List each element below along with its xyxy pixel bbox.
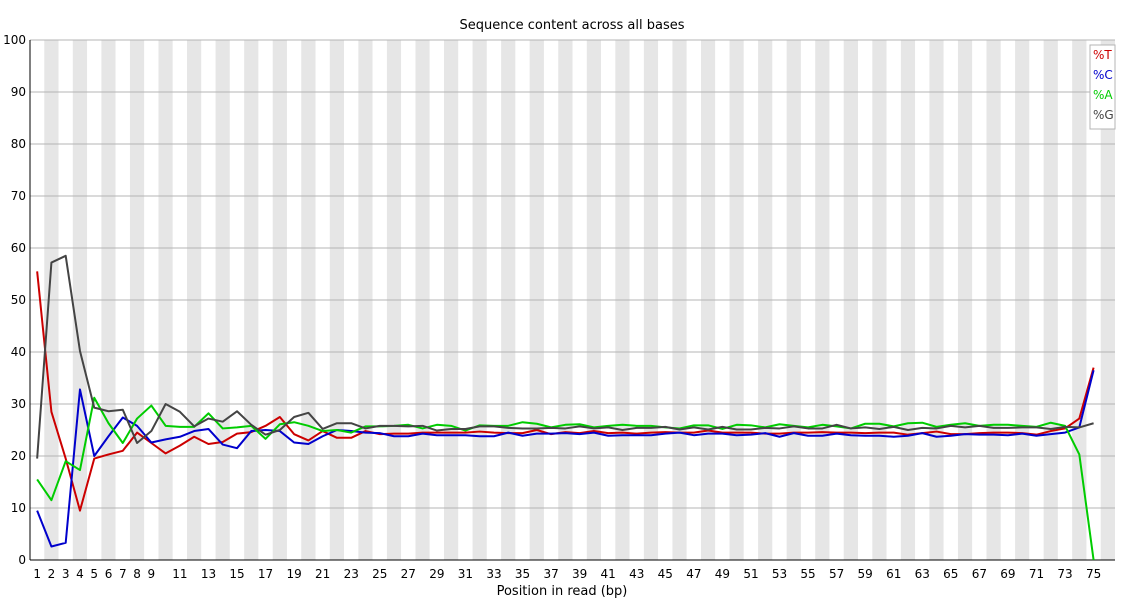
y-tick-label: 20 (11, 449, 26, 463)
x-tick-label: 75 (1086, 567, 1101, 581)
y-tick-label: 40 (11, 345, 26, 359)
x-tick-label: 37 (543, 567, 558, 581)
x-axis-title: Position in read (bp) (497, 584, 628, 599)
legend-box (1089, 44, 1116, 130)
x-tick-label: 33 (486, 567, 501, 581)
x-tick-label: 6 (105, 567, 113, 581)
y-axis: 0 10 20 30 40 50 60 70 80 90 100 (3, 33, 1115, 567)
series-line-pct-g (36, 254, 1094, 459)
x-tick-label: 67 (972, 567, 987, 581)
legend-entry-pct-a: %A (1093, 88, 1113, 102)
x-tick-label: 8 (133, 567, 141, 581)
legend: %T %C %A %G (1089, 44, 1116, 130)
y-tick-label: 90 (11, 85, 26, 99)
x-tick-label: 29 (429, 567, 444, 581)
legend-entry-pct-t: %T (1093, 48, 1112, 62)
y-tick-label: 10 (11, 501, 26, 515)
legend-entry-pct-c: %C (1093, 68, 1113, 82)
x-tick-label: 59 (858, 567, 873, 581)
x-tick-label: 71 (1029, 567, 1044, 581)
y-tick-label: 0 (18, 553, 26, 567)
x-tick-label: 13 (201, 567, 216, 581)
x-tick-label: 19 (286, 567, 301, 581)
x-axis: 1 2 3 4 5 6 7 8 9 11 13 15 17 19 21 23 25 27 29 31 33 35 37 39 4… (33, 567, 1101, 581)
x-tick-label: 5 (90, 567, 98, 581)
y-tick-label: 50 (11, 293, 26, 307)
x-tick-label: 47 (686, 567, 701, 581)
x-tick-label: 27 (401, 567, 416, 581)
horizontal-gridlines (30, 39, 1115, 561)
series-line-pct-a (36, 396, 1095, 561)
y-tick-label: 30 (11, 397, 26, 411)
x-tick-label: 65 (943, 567, 958, 581)
x-tick-label: 55 (800, 567, 815, 581)
y-tick-label: 80 (11, 137, 26, 151)
series-line-pct-c (36, 369, 1095, 548)
x-tick-label: 17 (258, 567, 273, 581)
x-tick-label: 51 (743, 567, 758, 581)
x-tick-label: 43 (629, 567, 644, 581)
x-tick-label: 31 (458, 567, 473, 581)
x-tick-label: 49 (715, 567, 730, 581)
x-tick-label: 61 (886, 567, 901, 581)
x-tick-label: 7 (119, 567, 127, 581)
x-tick-label: 4 (76, 567, 84, 581)
x-tick-label: 9 (148, 567, 156, 581)
x-tick-label: 39 (572, 567, 587, 581)
x-tick-label: 3 (62, 567, 70, 581)
series-lines (36, 254, 1095, 561)
x-tick-label: 25 (372, 567, 387, 581)
x-tick-label: 69 (1000, 567, 1015, 581)
x-tick-label: 57 (829, 567, 844, 581)
x-tick-label: 11 (172, 567, 187, 581)
x-tick-label: 35 (515, 567, 530, 581)
x-tick-label: 53 (772, 567, 787, 581)
x-tick-label: 2 (48, 567, 56, 581)
legend-entry-pct-g: %G (1093, 108, 1114, 122)
x-tick-label: 41 (601, 567, 616, 581)
x-tick-label: 15 (229, 567, 244, 581)
y-tick-label: 70 (11, 189, 26, 203)
y-tick-label: 60 (11, 241, 26, 255)
y-tick-label: 100 (3, 33, 26, 47)
x-tick-label: 1 (33, 567, 41, 581)
x-tick-label: 63 (915, 567, 930, 581)
x-tick-label: 21 (315, 567, 330, 581)
chart-title: Sequence content across all bases (459, 18, 684, 33)
x-tick-label: 23 (344, 567, 359, 581)
x-tick-label: 73 (1057, 567, 1072, 581)
x-tick-label: 45 (658, 567, 673, 581)
